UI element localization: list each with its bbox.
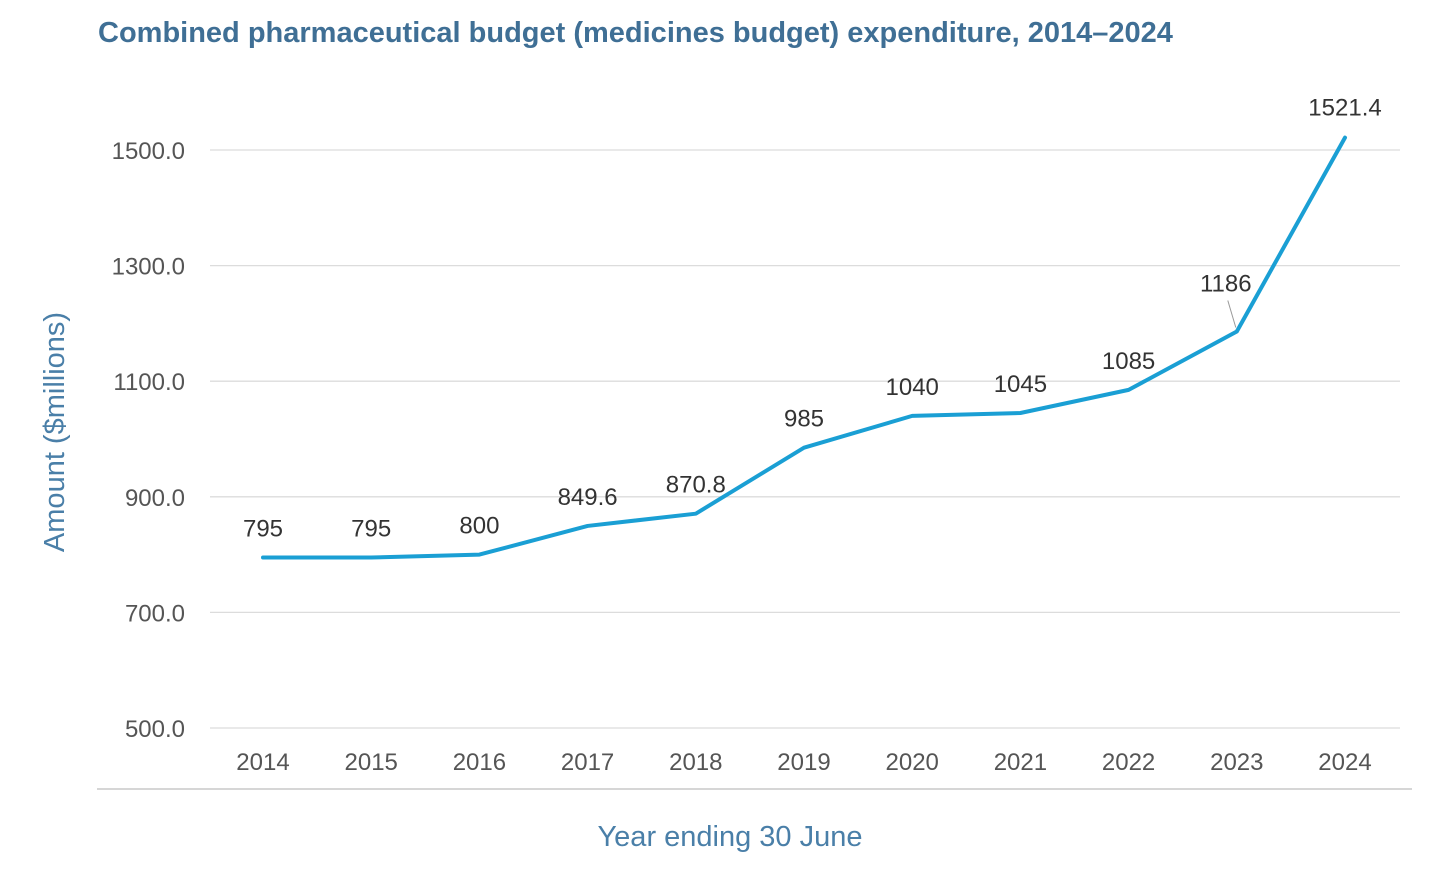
data-label: 795 [351,515,391,542]
chart-title: Combined pharmaceutical budget (medicine… [98,17,1173,49]
y-tick-label: 1100.0 [113,369,185,396]
data-label: 800 [459,513,499,540]
x-tick-label: 2018 [669,749,722,776]
y-tick-label: 1300.0 [112,254,185,281]
x-tick-label: 2020 [886,749,939,776]
data-labels: 795 795 800 849.6 870.8 985 1040 1045 1085 1186 15… [243,95,1382,543]
x-tick-label: 2019 [777,749,830,776]
x-tick-labels: 2014 2015 2016 2017 2018 2019 2020 2021 2022 2023… [236,749,1371,776]
data-label: 1085 [1102,348,1155,375]
x-tick-label: 2015 [345,749,398,776]
gridlines [210,149,1400,729]
y-tick-label: 500.0 [125,716,185,743]
y-tick-label: 700.0 [125,600,185,627]
data-label: 1521.4 [1308,95,1381,122]
x-tick-label: 2022 [1102,749,1155,776]
leader-line [1227,300,1237,328]
series-line [261,135,1347,560]
x-tick-label: 2024 [1318,749,1371,776]
y-tick-label: 1500.0 [112,138,185,165]
data-label: 1045 [994,371,1047,398]
data-label: 1040 [886,374,939,401]
data-label: 985 [784,406,824,433]
x-tick-label: 2016 [453,749,506,776]
x-tick-label: 2021 [994,749,1047,776]
x-tick-label: 2023 [1210,749,1263,776]
data-label: 870.8 [666,472,726,499]
series-line-group [261,135,1347,560]
data-label: 849.6 [558,484,618,511]
y-tick-labels: 500.0 700.0 900.0 1100.0 1300.0 1500.0 [112,138,185,743]
data-label: 1186 [1200,270,1252,297]
y-axis-label: Amount ($millions) [39,312,71,552]
x-tick-label: 2014 [236,749,289,776]
x-tick-label: 2017 [561,749,614,776]
y-tick-label: 900.0 [125,485,185,512]
x-axis-label: Year ending 30 June [598,821,863,853]
data-label: 795 [243,515,283,542]
